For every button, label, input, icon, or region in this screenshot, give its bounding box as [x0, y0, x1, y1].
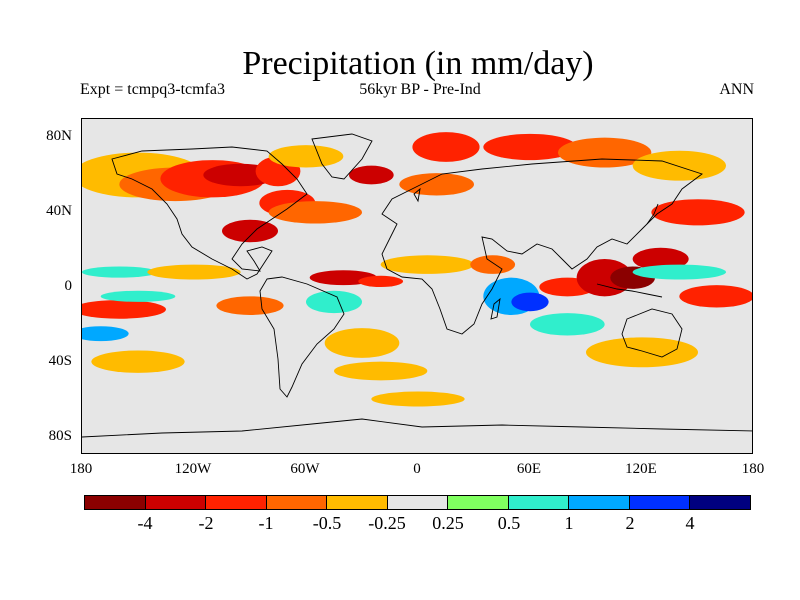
anomaly-region	[470, 255, 516, 274]
coastline-japan	[646, 203, 659, 225]
colorbar-label: -4	[137, 513, 153, 533]
coastline-afro-eurasia	[381, 158, 703, 335]
experiment-label: Expt = tcmpq3-tcmfa3	[80, 81, 225, 98]
anomaly-region	[530, 313, 605, 336]
anomaly-region	[216, 296, 284, 315]
map-plot	[82, 132, 752, 438]
anomaly-region	[324, 328, 400, 358]
coastline-indonesia	[596, 283, 663, 298]
anomaly-region	[576, 259, 633, 297]
anomaly-region	[586, 337, 698, 368]
anomaly-region	[632, 150, 726, 181]
y-tick-label: 40N	[46, 203, 72, 219]
colorbar-segment	[85, 496, 146, 509]
map-frame	[81, 118, 753, 454]
y-tick-label: 40S	[48, 353, 72, 369]
anomaly-region	[268, 201, 362, 224]
anomaly-region	[632, 247, 689, 271]
anomaly-region	[82, 266, 157, 278]
coastline-madagascar	[490, 297, 501, 320]
x-tick-label: 120W	[174, 461, 212, 477]
colorbar-segment	[145, 496, 207, 509]
anomaly-region	[371, 391, 465, 407]
coastline-uk	[413, 187, 421, 203]
coastline-south-america	[259, 276, 345, 398]
x-tick-label: 120E	[625, 461, 657, 477]
anomaly-region	[651, 199, 745, 226]
anomaly-region	[147, 264, 241, 280]
colorbar-label: 1	[564, 513, 574, 533]
anomaly-region	[82, 326, 129, 342]
coastline-north-america	[111, 146, 308, 280]
anomaly-region	[334, 361, 428, 381]
anomaly-region	[82, 300, 166, 319]
x-tick-label: 0	[413, 461, 421, 477]
x-tick-label: 180	[741, 461, 765, 477]
colorbar-segment	[387, 496, 449, 509]
colorbar-segment	[690, 496, 751, 509]
x-tick-label: 60W	[290, 461, 320, 477]
colorbar-segment	[569, 496, 630, 509]
chart-title: Precipitation (in mm/day)	[242, 45, 594, 82]
coastline-antarctica	[82, 418, 752, 438]
colorbar-label: 0.25	[432, 513, 464, 533]
anomaly-region	[483, 133, 577, 161]
x-tick-label: 60E	[516, 461, 542, 477]
y-tick-label: 0	[64, 278, 73, 294]
y-tick-label: 80S	[48, 428, 72, 444]
colorbar-label: 4	[685, 513, 695, 533]
colorbar-label: 2	[625, 513, 635, 533]
anomaly-region	[358, 275, 404, 287]
anomaly-region	[222, 219, 278, 243]
colorbar-label: 0.5	[497, 513, 521, 533]
coastline-australia	[621, 308, 683, 358]
colorbar-label: -0.5	[312, 513, 342, 533]
anomaly-region	[679, 285, 752, 308]
colorbar-segment	[508, 496, 570, 509]
coastline-greenland	[311, 133, 373, 180]
anomaly-region	[632, 264, 726, 280]
anomaly-region	[412, 132, 480, 162]
anomaly-region	[91, 350, 185, 373]
anomaly-region	[268, 145, 344, 168]
x-tick-label: 180	[69, 461, 93, 477]
anomaly-region	[306, 290, 362, 314]
colorbar	[84, 495, 751, 510]
colorbar-segment	[206, 496, 267, 509]
colorbar-label: -2	[198, 513, 214, 533]
period-label: 56kyr BP - Pre-Ind	[359, 81, 481, 98]
anomaly-region	[100, 290, 176, 302]
colorbar-segment	[629, 496, 691, 509]
y-tick-label: 80N	[46, 128, 72, 144]
colorbar-segment	[448, 496, 509, 509]
colorbar-segment	[266, 496, 328, 509]
colorbar-label: -1	[258, 513, 274, 533]
anomaly-region	[380, 255, 475, 274]
season-label: ANN	[719, 81, 754, 98]
anomaly-region	[511, 292, 549, 312]
colorbar-label: -0.25	[368, 513, 406, 533]
colorbar-segment	[327, 496, 388, 509]
anomaly-region	[348, 165, 394, 185]
anomaly-region	[399, 173, 474, 196]
